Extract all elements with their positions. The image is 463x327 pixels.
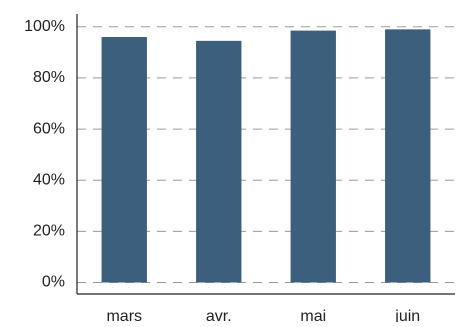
tick-label-layer: 0% 20% 40% 60% 80% 100% mars avr. mai juin [24, 18, 420, 325]
y-tick-label: 0% [42, 274, 65, 291]
bar-layer [101, 29, 431, 283]
y-tick-label: 100% [24, 18, 65, 35]
bar-mars [101, 37, 147, 283]
y-tick-label: 40% [33, 171, 65, 188]
axis-layer [76, 14, 455, 295]
y-tick-label: 60% [33, 120, 65, 137]
y-tick-label: 80% [33, 69, 65, 86]
x-tick-label: juin [394, 308, 420, 322]
x-tick-label: mai [300, 308, 326, 322]
bar-mai [290, 30, 336, 283]
y-tick-label: 20% [33, 223, 65, 240]
x-tick-label: avr. [206, 308, 232, 322]
bar-avr [196, 40, 242, 283]
x-tick-label: mars [106, 308, 142, 322]
bar-juin [385, 29, 431, 283]
